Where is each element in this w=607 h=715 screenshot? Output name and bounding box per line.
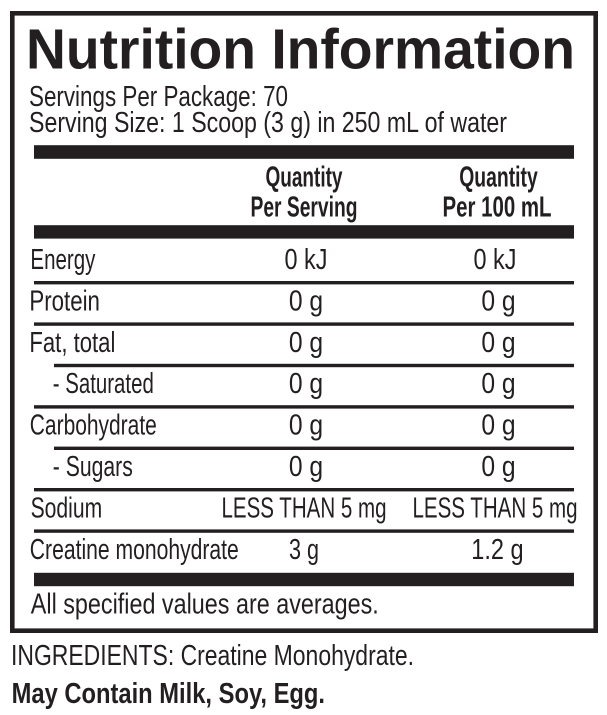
svg-text:Nutrition Information: Nutrition Information [26, 18, 575, 82]
svg-text:Quantity: Quantity [459, 161, 538, 193]
svg-text:0 g: 0 g [289, 410, 323, 442]
svg-text:3 g: 3 g [289, 534, 319, 566]
svg-text:Protein: Protein [29, 285, 100, 317]
svg-text:Carbohydrate: Carbohydrate [30, 410, 157, 442]
svg-text:Quantity: Quantity [266, 161, 343, 193]
svg-text:0 g: 0 g [481, 285, 515, 317]
svg-text:Serving Size: 1 Scoop (3 g) in: Serving Size: 1 Scoop (3 g) in 250 mL of… [29, 107, 507, 139]
svg-text:All specified values are avera: All specified values are averages. [31, 588, 379, 620]
svg-text:May Contain Milk, Soy, Egg.: May Contain Milk, Soy, Egg. [12, 678, 325, 710]
svg-text:- Sugars: - Sugars [53, 451, 133, 483]
svg-text:0 g: 0 g [481, 368, 515, 400]
svg-text:0 g: 0 g [481, 451, 515, 483]
svg-text:- Saturated: - Saturated [53, 368, 154, 400]
svg-text:Creatine monohydrate: Creatine monohydrate [30, 534, 239, 566]
svg-text:Fat, total: Fat, total [29, 327, 115, 359]
svg-text:LESS THAN 5 mg: LESS THAN 5 mg [413, 492, 578, 524]
svg-text:Sodium: Sodium [31, 492, 103, 524]
svg-text:LESS THAN 5 mg: LESS THAN 5 mg [222, 492, 387, 524]
svg-text:0 kJ: 0 kJ [285, 244, 328, 276]
svg-text:Energy: Energy [30, 244, 96, 276]
svg-text:INGREDIENTS: Creatine Monohydr: INGREDIENTS: Creatine Monohydrate. [11, 640, 414, 672]
svg-text:0 g: 0 g [481, 327, 515, 359]
svg-text:0 g: 0 g [481, 410, 515, 442]
svg-text:0 g: 0 g [289, 451, 323, 483]
svg-text:0 kJ: 0 kJ [474, 244, 517, 276]
svg-text:0 g: 0 g [289, 285, 323, 317]
svg-text:0 g: 0 g [289, 368, 323, 400]
svg-text:Servings Per Package: 70: Servings Per Package: 70 [29, 81, 288, 113]
svg-text:Per Serving: Per Serving [251, 191, 358, 223]
svg-text:Per 100 mL: Per 100 mL [443, 191, 552, 223]
svg-text:1.2 g: 1.2 g [471, 534, 523, 566]
svg-text:0 g: 0 g [289, 327, 323, 359]
